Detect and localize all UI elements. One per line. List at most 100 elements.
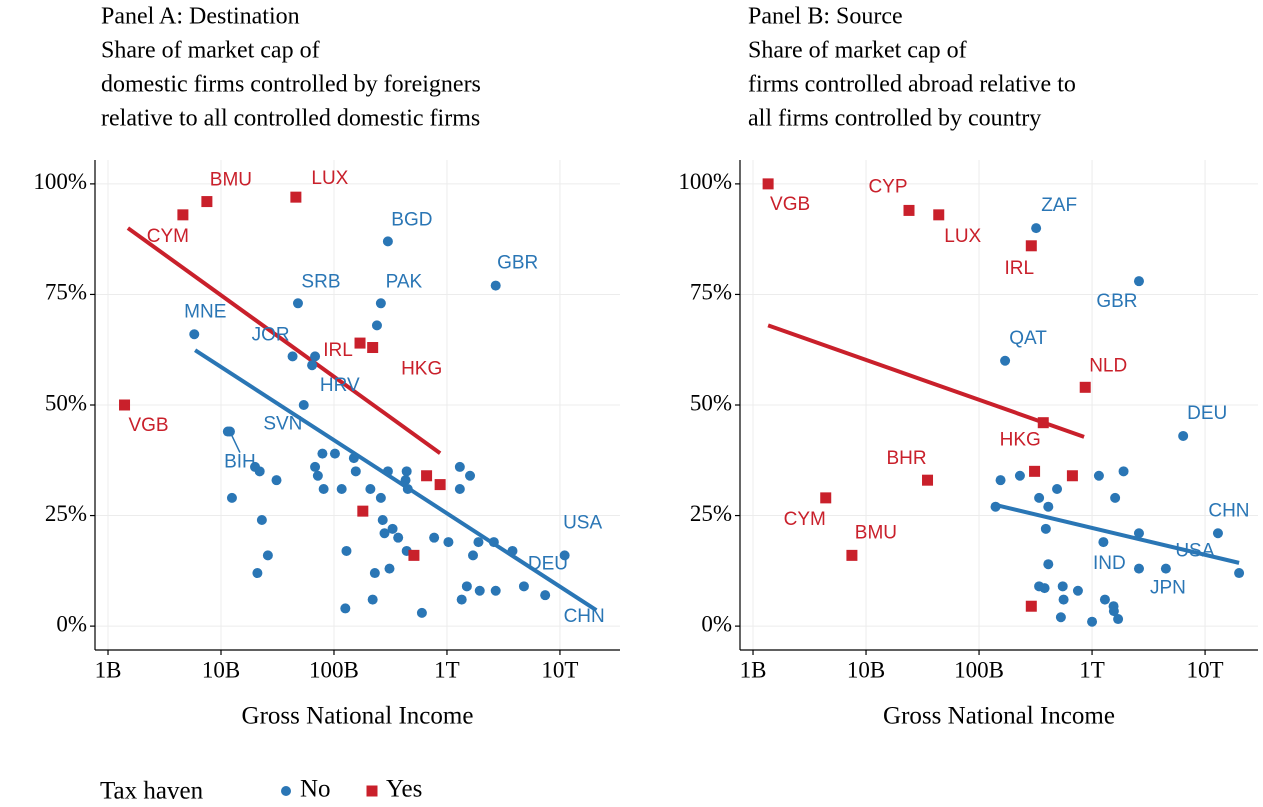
point (1037, 417, 1049, 429)
leader-line (229, 431, 241, 453)
point (340, 603, 351, 614)
point (1234, 568, 1245, 579)
point (1093, 470, 1104, 481)
point (429, 532, 440, 543)
x-axis-label: Gross National Income (883, 703, 1115, 730)
legend-label: Yes (386, 776, 422, 803)
point (1087, 616, 1098, 627)
point (310, 461, 321, 472)
point-label: GBR (1096, 291, 1137, 312)
y-tick-label: 75% (690, 280, 732, 305)
y-tick-label: 25% (45, 501, 87, 526)
point-label: BMU (210, 170, 252, 191)
point (336, 484, 347, 495)
fit-line (126, 226, 442, 455)
point (341, 545, 352, 556)
point (393, 532, 404, 543)
point-label: CYM (147, 226, 189, 247)
point (317, 448, 328, 459)
point (375, 298, 386, 309)
point (350, 466, 361, 477)
point (1025, 600, 1037, 612)
point (1113, 614, 1124, 625)
fit-line (194, 348, 598, 612)
point (298, 400, 309, 410)
point-label: JOR (252, 324, 290, 345)
point (1043, 559, 1054, 570)
point (252, 568, 263, 579)
point (488, 537, 499, 548)
point (292, 298, 303, 309)
y-tick-label: 100% (678, 169, 732, 194)
x-tick-label: 1B (740, 657, 767, 682)
point (1108, 606, 1119, 617)
point (371, 320, 382, 331)
point-label: NLD (1089, 355, 1127, 376)
point-label: USA (1175, 541, 1214, 562)
point-label: IND (1093, 553, 1126, 574)
point (1034, 492, 1045, 503)
point (762, 178, 774, 190)
point (461, 581, 472, 592)
point-label: BIH (224, 452, 256, 473)
point (1118, 466, 1129, 477)
point (465, 470, 476, 481)
x-tick-label: 10T (1187, 657, 1224, 682)
point (507, 545, 518, 556)
x-tick-label: 1T (1079, 657, 1105, 682)
point (329, 448, 340, 459)
x-tick-label: 100B (309, 657, 359, 682)
point (416, 607, 427, 618)
point (903, 204, 915, 216)
point (1000, 355, 1011, 366)
point-label: CYP (868, 176, 907, 197)
point (1072, 585, 1083, 596)
point (1110, 492, 1121, 503)
point (369, 568, 380, 579)
x-axis-label: Gross National Income (242, 703, 474, 730)
point-label: DEU (528, 553, 568, 574)
point (1099, 594, 1110, 605)
point (1040, 523, 1051, 534)
point-label: SVN (263, 414, 302, 435)
point (377, 514, 388, 525)
point-label: LUX (944, 226, 981, 247)
point (1052, 484, 1063, 495)
point (820, 492, 832, 504)
x-tick-label: 10B (202, 657, 240, 682)
point-label: VGB (128, 415, 168, 436)
point (846, 549, 858, 561)
point (382, 236, 393, 247)
legend-title: Tax haven (100, 778, 204, 805)
point-label: HKG (1000, 430, 1041, 451)
point (1133, 276, 1144, 287)
point (473, 537, 484, 548)
point-label: MNE (184, 301, 226, 322)
point (367, 342, 379, 354)
point-label: LUX (311, 168, 348, 189)
point (226, 492, 237, 503)
point-label: GBR (497, 253, 538, 274)
y-tick-label: 100% (33, 169, 87, 194)
panel-title: Share of market cap of (748, 38, 967, 64)
point-label: IRL (1005, 258, 1035, 279)
point (443, 537, 454, 548)
point (454, 484, 465, 495)
point (540, 590, 551, 601)
point-label: BMU (855, 522, 897, 543)
point (310, 351, 321, 362)
point (1079, 381, 1091, 393)
point (408, 549, 420, 561)
point (1057, 581, 1068, 592)
point (375, 492, 386, 503)
point (490, 280, 501, 291)
x-tick-label: 1T (434, 657, 460, 682)
point (474, 585, 485, 596)
legend-key (281, 786, 291, 796)
point (1178, 430, 1189, 441)
point (1212, 528, 1223, 539)
point (402, 484, 413, 495)
point-label: VGB (770, 194, 810, 215)
point (382, 466, 393, 477)
point (189, 329, 200, 340)
